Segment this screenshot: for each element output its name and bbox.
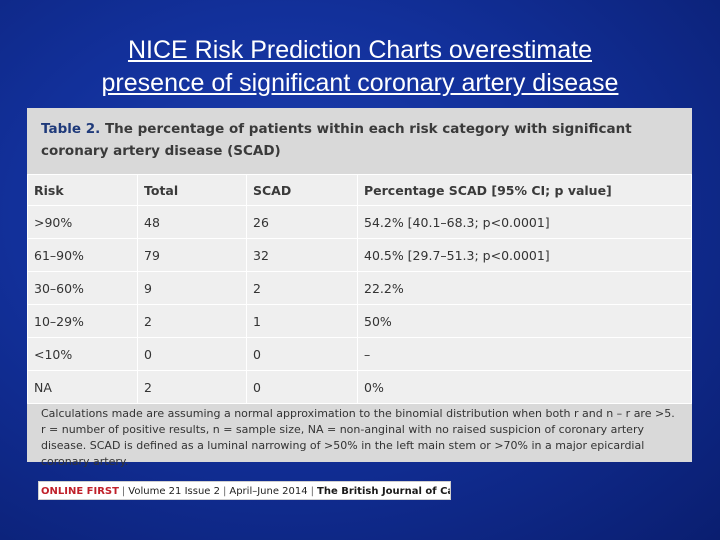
header-total: Total — [137, 174, 247, 206]
cell-total: 0 — [137, 337, 247, 371]
cell-total: 9 — [137, 271, 247, 305]
slide-title: NICE Risk Prediction Charts overestimate… — [0, 34, 720, 100]
banner-separator: | — [222, 486, 227, 497]
slide-title-line-2: presence of significant coronary artery … — [101, 69, 619, 97]
slide-title-line-1: NICE Risk Prediction Charts overestimate — [127, 36, 593, 64]
cell-risk: NA — [27, 370, 138, 404]
cell-percentage: 54.2% [40.1–68.3; p<0.0001] — [357, 205, 692, 239]
table-row: <10% 0 0 – — [27, 337, 692, 371]
cell-scad: 0 — [246, 337, 358, 371]
cell-risk: <10% — [27, 337, 138, 371]
cell-percentage: 22.2% — [357, 271, 692, 305]
cell-scad: 32 — [246, 238, 358, 272]
banner-separator: | — [121, 486, 126, 497]
cell-total: 2 — [137, 304, 247, 338]
cell-risk: >90% — [27, 205, 138, 239]
cell-risk: 10–29% — [27, 304, 138, 338]
table-row: 10–29% 2 1 50% — [27, 304, 692, 338]
cell-total: 48 — [137, 205, 247, 239]
cell-total: 79 — [137, 238, 247, 272]
cell-scad: 1 — [246, 304, 358, 338]
table-row: 61–90% 79 32 40.5% [29.7–51.3; p<0.0001] — [27, 238, 692, 272]
header-risk: Risk — [27, 174, 138, 206]
cell-percentage: – — [357, 337, 692, 371]
banner-brand: ONLINE FIRST — [41, 486, 119, 497]
cell-risk: 30–60% — [27, 271, 138, 305]
table-footnote: Calculations made are assuming a normal … — [41, 407, 675, 468]
banner-issue: Volume 21 Issue 2 — [128, 486, 220, 497]
banner-date: April–June 2014 — [229, 486, 308, 497]
banner-journal: The British Journal of Cardiology — [317, 486, 450, 497]
table-caption-label: Table 2. — [41, 121, 101, 137]
cell-total: 2 — [137, 370, 247, 404]
header-percentage: Percentage SCAD [95% CI; p value] — [357, 174, 692, 206]
table-caption-text: The percentage of patients within each r… — [41, 121, 632, 159]
journal-banner: ONLINE FIRST | Volume 21 Issue 2 | April–Jun… — [38, 481, 451, 500]
table-caption: Table 2. The percentage of patients with… — [41, 118, 681, 162]
risk-table: Risk Total SCAD Percentage SCAD [95% CI;… — [27, 174, 692, 404]
cell-risk: 61–90% — [27, 238, 138, 272]
banner-separator: | — [310, 486, 314, 497]
cell-scad: 0 — [246, 370, 358, 404]
table-figure: Table 2. The percentage of patients with… — [27, 108, 692, 468]
cell-percentage: 0% — [357, 370, 692, 404]
table-row: 30–60% 9 2 22.2% — [27, 271, 692, 305]
cell-scad: 2 — [246, 271, 358, 305]
table-header-row: Risk Total SCAD Percentage SCAD [95% CI;… — [27, 174, 692, 206]
table-row: NA 2 0 0% — [27, 370, 692, 404]
cell-percentage: 50% — [357, 304, 692, 338]
table-row: >90% 48 26 54.2% [40.1–68.3; p<0.0001] — [27, 205, 692, 239]
cell-percentage: 40.5% [29.7–51.3; p<0.0001] — [357, 238, 692, 272]
header-scad: SCAD — [246, 174, 358, 206]
cell-scad: 26 — [246, 205, 358, 239]
